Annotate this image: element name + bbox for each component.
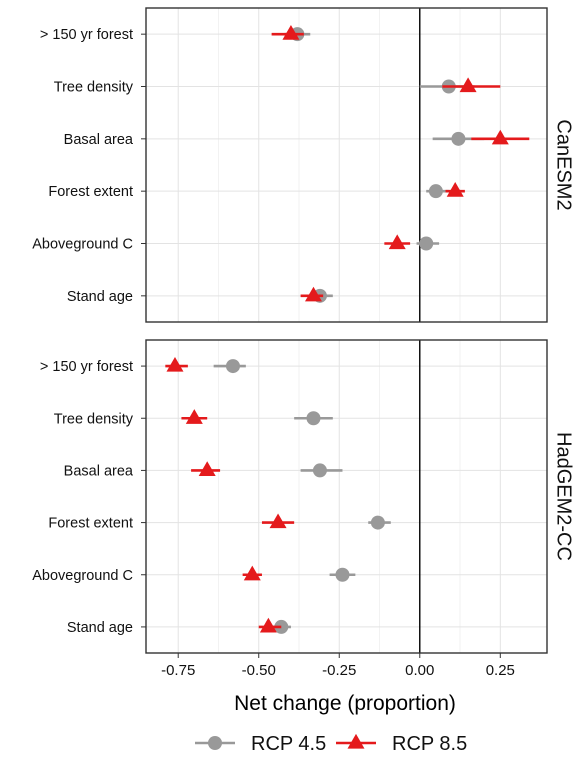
x-tick-label: 0.00 (405, 662, 434, 679)
x-tick-label: -0.50 (242, 662, 276, 679)
y-tick-label: Basal area (64, 463, 134, 479)
y-tick-label: Aboveground C (32, 237, 133, 253)
point-rcp85 (166, 356, 184, 372)
panel-layer: > 150 yr forest Tree density Basal area For… (32, 7, 575, 679)
y-tick-label: Stand age (67, 289, 133, 305)
y-tick-label: Forest extent (48, 184, 133, 200)
point-rcp85 (388, 234, 406, 250)
x-axis-title: Net change (proportion) (234, 692, 456, 715)
y-tick-label: Aboveground C (32, 568, 133, 584)
legend-key-triangle (347, 733, 365, 749)
point-rcp45 (370, 515, 385, 530)
point-rcp85 (282, 25, 300, 40)
legend-key-circle (208, 736, 222, 750)
point-rcp85 (304, 286, 322, 302)
point-rcp45 (335, 567, 350, 582)
point-rcp45 (428, 184, 443, 199)
point-rcp45 (419, 236, 434, 251)
point-rcp85 (243, 565, 261, 581)
y-tick-label: Stand age (67, 620, 133, 636)
y-tick-label: Basal area (64, 132, 134, 148)
x-tick-label: 0.25 (486, 662, 515, 679)
legend: RCP 4.5 RCP 8.5 (195, 733, 467, 755)
facet-label: CanESM2 (553, 119, 575, 210)
y-tick-label: Tree density (54, 411, 134, 427)
x-tick-label: -0.75 (161, 662, 195, 679)
point-rcp85 (269, 513, 287, 529)
point-rcp45 (451, 131, 466, 146)
facet-label: HadGEM2-CC (553, 432, 575, 561)
panel-border (145, 339, 548, 654)
point-rcp45 (306, 411, 321, 426)
x-tick-label: -0.25 (322, 662, 356, 679)
point-rcp85 (259, 617, 277, 633)
point-rcp85 (446, 182, 464, 197)
y-tick-label: > 150 yr forest (40, 27, 133, 43)
point-rcp45 (225, 359, 240, 374)
legend-label: RCP 4.5 (251, 733, 326, 755)
panel-border (145, 7, 548, 323)
y-tick-label: Tree density (54, 80, 134, 96)
legend-label: RCP 8.5 (392, 733, 467, 755)
y-tick-label: Forest extent (48, 516, 133, 532)
point-rcp85 (459, 77, 477, 93)
point-rcp85 (198, 461, 216, 477)
point-rcp45 (312, 463, 327, 478)
y-tick-label: > 150 yr forest (40, 359, 133, 375)
point-rcp85 (491, 129, 509, 145)
point-rcp85 (185, 409, 203, 424)
